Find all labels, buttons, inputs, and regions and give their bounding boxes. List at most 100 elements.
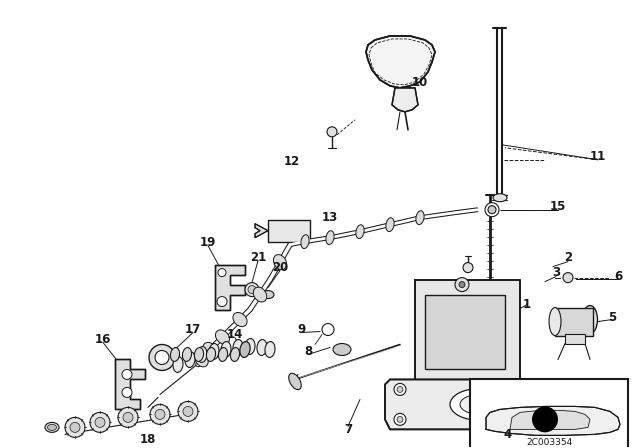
Text: 3: 3 xyxy=(552,266,560,279)
Polygon shape xyxy=(215,265,245,310)
Text: 21: 21 xyxy=(250,251,266,264)
Circle shape xyxy=(459,282,465,288)
Ellipse shape xyxy=(216,330,230,344)
Circle shape xyxy=(90,413,110,432)
Bar xyxy=(425,295,505,370)
Circle shape xyxy=(218,269,226,276)
Circle shape xyxy=(397,387,403,392)
Text: 18: 18 xyxy=(140,433,156,446)
Ellipse shape xyxy=(289,373,301,390)
Circle shape xyxy=(217,297,227,306)
Ellipse shape xyxy=(450,388,510,420)
Text: 15: 15 xyxy=(550,200,566,213)
Circle shape xyxy=(70,422,80,432)
Bar xyxy=(555,308,593,336)
Text: 5: 5 xyxy=(608,311,616,324)
Text: 19: 19 xyxy=(200,236,216,249)
Circle shape xyxy=(394,383,406,396)
Text: 12: 12 xyxy=(284,155,300,168)
Circle shape xyxy=(547,387,553,392)
Ellipse shape xyxy=(170,348,180,362)
Ellipse shape xyxy=(47,424,56,431)
Circle shape xyxy=(65,418,85,437)
Ellipse shape xyxy=(240,341,250,358)
Polygon shape xyxy=(115,359,145,409)
Circle shape xyxy=(155,409,165,419)
Ellipse shape xyxy=(209,344,219,359)
Polygon shape xyxy=(486,406,620,435)
Ellipse shape xyxy=(207,348,216,362)
Text: 14: 14 xyxy=(227,328,243,341)
Circle shape xyxy=(327,127,337,137)
Circle shape xyxy=(122,388,132,397)
Circle shape xyxy=(183,406,193,416)
Circle shape xyxy=(150,405,170,424)
Ellipse shape xyxy=(45,422,59,432)
Text: 20: 20 xyxy=(272,261,288,274)
Circle shape xyxy=(455,278,469,292)
Text: 16: 16 xyxy=(95,333,111,346)
Bar xyxy=(470,379,628,448)
Ellipse shape xyxy=(262,291,274,298)
Circle shape xyxy=(149,345,175,370)
Ellipse shape xyxy=(326,231,334,245)
Ellipse shape xyxy=(257,340,267,355)
Text: 2: 2 xyxy=(564,251,572,264)
Text: 9: 9 xyxy=(298,323,306,336)
Ellipse shape xyxy=(233,312,247,327)
Ellipse shape xyxy=(386,218,394,232)
Circle shape xyxy=(485,202,499,217)
Circle shape xyxy=(397,416,403,422)
Ellipse shape xyxy=(493,194,507,202)
Circle shape xyxy=(563,272,573,283)
Ellipse shape xyxy=(182,348,191,362)
Circle shape xyxy=(394,414,406,426)
Text: 4: 4 xyxy=(504,428,512,441)
Text: 6: 6 xyxy=(614,270,622,283)
Ellipse shape xyxy=(173,357,183,372)
Ellipse shape xyxy=(582,306,598,333)
Circle shape xyxy=(178,401,198,422)
Circle shape xyxy=(118,407,138,427)
Ellipse shape xyxy=(221,341,231,358)
Polygon shape xyxy=(366,36,435,88)
Text: 10: 10 xyxy=(412,76,428,90)
Ellipse shape xyxy=(197,346,207,362)
Ellipse shape xyxy=(195,352,208,367)
Circle shape xyxy=(245,283,259,297)
Polygon shape xyxy=(415,280,520,394)
Ellipse shape xyxy=(356,225,364,239)
Ellipse shape xyxy=(265,341,275,358)
Circle shape xyxy=(544,414,556,426)
Circle shape xyxy=(122,370,132,379)
Polygon shape xyxy=(385,379,570,429)
Ellipse shape xyxy=(185,352,195,367)
Circle shape xyxy=(123,413,133,422)
Circle shape xyxy=(95,418,105,427)
Ellipse shape xyxy=(253,287,267,302)
Text: 8: 8 xyxy=(304,345,312,358)
Bar xyxy=(565,333,585,344)
Text: 13: 13 xyxy=(322,211,338,224)
Ellipse shape xyxy=(195,348,204,362)
Circle shape xyxy=(547,416,553,422)
Ellipse shape xyxy=(301,235,309,249)
Text: 1: 1 xyxy=(523,298,531,311)
Text: 11: 11 xyxy=(590,150,606,163)
Ellipse shape xyxy=(230,348,239,362)
Polygon shape xyxy=(255,224,268,237)
Polygon shape xyxy=(510,410,590,429)
Ellipse shape xyxy=(333,344,351,355)
Ellipse shape xyxy=(218,348,228,362)
Polygon shape xyxy=(392,88,418,112)
Ellipse shape xyxy=(203,342,217,357)
Circle shape xyxy=(532,406,558,432)
Circle shape xyxy=(155,350,169,365)
Text: 7: 7 xyxy=(344,423,352,436)
Circle shape xyxy=(544,383,556,396)
Circle shape xyxy=(488,206,496,214)
Text: 2C003354: 2C003354 xyxy=(526,438,572,447)
Circle shape xyxy=(322,323,334,336)
Circle shape xyxy=(463,263,473,272)
Text: 17: 17 xyxy=(185,323,201,336)
